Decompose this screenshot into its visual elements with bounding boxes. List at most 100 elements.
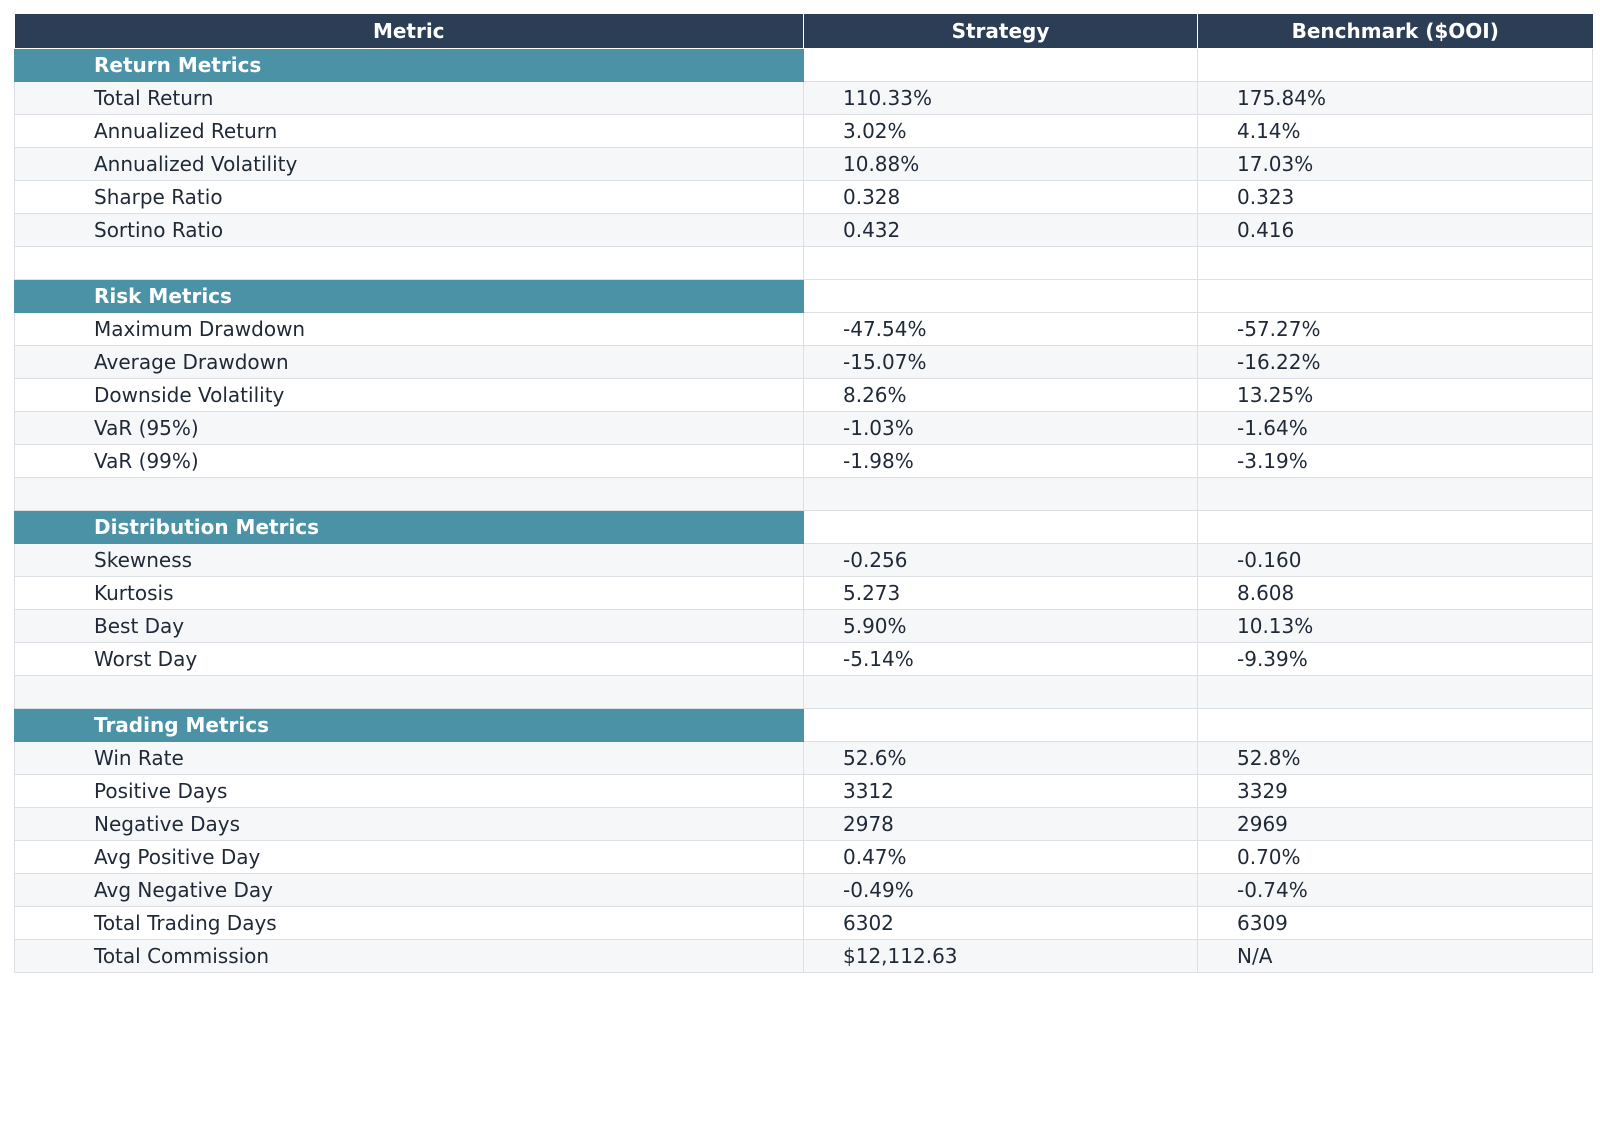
strategy-value-cell: -0.49% bbox=[803, 872, 1198, 907]
metric-name-cell: Total Commission bbox=[14, 938, 804, 973]
metric-name-cell: Best Day bbox=[14, 608, 804, 643]
empty-cell bbox=[803, 245, 1198, 280]
table-row: VaR (99%) -1.98% -3.19% bbox=[14, 443, 1593, 478]
metric-name-cell: Avg Positive Day bbox=[14, 839, 804, 874]
benchmark-value-cell: 3329 bbox=[1197, 773, 1593, 808]
table-row: Total Trading Days 6302 6309 bbox=[14, 905, 1593, 940]
metric-name-cell: Total Return bbox=[14, 80, 804, 115]
benchmark-value-cell: -0.160 bbox=[1197, 542, 1593, 577]
strategy-value-cell: $12,112.63 bbox=[803, 938, 1198, 973]
table-row: Average Drawdown -15.07% -16.22% bbox=[14, 344, 1593, 379]
empty-cell bbox=[803, 278, 1198, 313]
section-row: Risk Metrics bbox=[14, 278, 1593, 313]
table-row: Negative Days 2978 2969 bbox=[14, 806, 1593, 841]
benchmark-value-cell: -1.64% bbox=[1197, 410, 1593, 445]
strategy-value-cell: 0.47% bbox=[803, 839, 1198, 874]
strategy-value-cell: 10.88% bbox=[803, 146, 1198, 181]
table-row: Annualized Volatility 10.88% 17.03% bbox=[14, 146, 1593, 181]
table-header: Metric Strategy Benchmark ($OOI) bbox=[14, 14, 1593, 49]
benchmark-value-cell: 8.608 bbox=[1197, 575, 1593, 610]
table-row: Skewness -0.256 -0.160 bbox=[14, 542, 1593, 577]
empty-cell bbox=[803, 707, 1198, 742]
strategy-value-cell: -1.98% bbox=[803, 443, 1198, 478]
metric-name-cell: Sortino Ratio bbox=[14, 212, 804, 247]
benchmark-value-cell: -57.27% bbox=[1197, 311, 1593, 346]
metric-name-cell: Skewness bbox=[14, 542, 804, 577]
empty-cell bbox=[1197, 476, 1593, 511]
strategy-value-cell: -0.256 bbox=[803, 542, 1198, 577]
benchmark-value-cell: 6309 bbox=[1197, 905, 1593, 940]
section-row: Trading Metrics bbox=[14, 707, 1593, 742]
empty-cell bbox=[1197, 674, 1593, 709]
empty-cell bbox=[14, 674, 804, 709]
benchmark-value-cell: 0.323 bbox=[1197, 179, 1593, 214]
strategy-value-cell: 5.273 bbox=[803, 575, 1198, 610]
empty-cell bbox=[1197, 707, 1593, 742]
strategy-value-cell: 6302 bbox=[803, 905, 1198, 940]
table-row: Total Return 110.33% 175.84% bbox=[14, 80, 1593, 115]
metric-name-cell: Average Drawdown bbox=[14, 344, 804, 379]
section-label: Trading Metrics bbox=[14, 707, 804, 742]
benchmark-value-cell: 10.13% bbox=[1197, 608, 1593, 643]
benchmark-value-cell: -0.74% bbox=[1197, 872, 1593, 907]
table-body: Return Metrics Total Return 110.33% 175.84%… bbox=[14, 47, 1593, 973]
metric-name-cell: Maximum Drawdown bbox=[14, 311, 804, 346]
table-row: Avg Positive Day 0.47% 0.70% bbox=[14, 839, 1593, 874]
metric-name-cell: Worst Day bbox=[14, 641, 804, 676]
table-row: Best Day 5.90% 10.13% bbox=[14, 608, 1593, 643]
metric-name-cell: Sharpe Ratio bbox=[14, 179, 804, 214]
table-row: Annualized Return 3.02% 4.14% bbox=[14, 113, 1593, 148]
metric-name-cell: Annualized Volatility bbox=[14, 146, 804, 181]
table-row: Total Commission $12,112.63 N/A bbox=[14, 938, 1593, 973]
benchmark-value-cell: 0.416 bbox=[1197, 212, 1593, 247]
empty-cell bbox=[803, 674, 1198, 709]
empty-cell bbox=[803, 476, 1198, 511]
empty-cell bbox=[1197, 509, 1593, 544]
benchmark-value-cell: 4.14% bbox=[1197, 113, 1593, 148]
metric-name-cell: Annualized Return bbox=[14, 113, 804, 148]
table-row: Worst Day -5.14% -9.39% bbox=[14, 641, 1593, 676]
benchmark-value-cell: 52.8% bbox=[1197, 740, 1593, 775]
metric-name-cell: VaR (95%) bbox=[14, 410, 804, 445]
benchmark-value-cell: 17.03% bbox=[1197, 146, 1593, 181]
benchmark-value-cell: -9.39% bbox=[1197, 641, 1593, 676]
empty-cell bbox=[14, 476, 804, 511]
strategy-value-cell: 0.328 bbox=[803, 179, 1198, 214]
strategy-value-cell: 52.6% bbox=[803, 740, 1198, 775]
table-row: Downside Volatility 8.26% 13.25% bbox=[14, 377, 1593, 412]
spacer-row bbox=[14, 476, 1593, 511]
table-row: Positive Days 3312 3329 bbox=[14, 773, 1593, 808]
spacer-row bbox=[14, 245, 1593, 280]
table-row: Sortino Ratio 0.432 0.416 bbox=[14, 212, 1593, 247]
metric-name-cell: Kurtosis bbox=[14, 575, 804, 610]
empty-cell bbox=[14, 245, 804, 280]
table-row: VaR (95%) -1.03% -1.64% bbox=[14, 410, 1593, 445]
empty-cell bbox=[1197, 47, 1593, 82]
metric-name-cell: Total Trading Days bbox=[14, 905, 804, 940]
section-label: Distribution Metrics bbox=[14, 509, 804, 544]
strategy-value-cell: 8.26% bbox=[803, 377, 1198, 412]
metrics-table: Metric Strategy Benchmark ($OOI) Return … bbox=[14, 14, 1593, 973]
strategy-value-cell: -15.07% bbox=[803, 344, 1198, 379]
metric-name-cell: Downside Volatility bbox=[14, 377, 804, 412]
strategy-value-cell: 5.90% bbox=[803, 608, 1198, 643]
header-row: Metric Strategy Benchmark ($OOI) bbox=[14, 14, 1593, 49]
metric-name-cell: VaR (99%) bbox=[14, 443, 804, 478]
section-row: Return Metrics bbox=[14, 47, 1593, 82]
header-benchmark: Benchmark ($OOI) bbox=[1197, 14, 1593, 49]
strategy-value-cell: -5.14% bbox=[803, 641, 1198, 676]
benchmark-value-cell: 175.84% bbox=[1197, 80, 1593, 115]
strategy-value-cell: 0.432 bbox=[803, 212, 1198, 247]
benchmark-value-cell: -3.19% bbox=[1197, 443, 1593, 478]
table-row: Sharpe Ratio 0.328 0.323 bbox=[14, 179, 1593, 214]
metric-name-cell: Negative Days bbox=[14, 806, 804, 841]
empty-cell bbox=[803, 47, 1198, 82]
benchmark-value-cell: -16.22% bbox=[1197, 344, 1593, 379]
table-row: Kurtosis 5.273 8.608 bbox=[14, 575, 1593, 610]
section-label: Return Metrics bbox=[14, 47, 804, 82]
strategy-value-cell: 3312 bbox=[803, 773, 1198, 808]
empty-cell bbox=[803, 509, 1198, 544]
spacer-row bbox=[14, 674, 1593, 709]
section-row: Distribution Metrics bbox=[14, 509, 1593, 544]
strategy-value-cell: -47.54% bbox=[803, 311, 1198, 346]
